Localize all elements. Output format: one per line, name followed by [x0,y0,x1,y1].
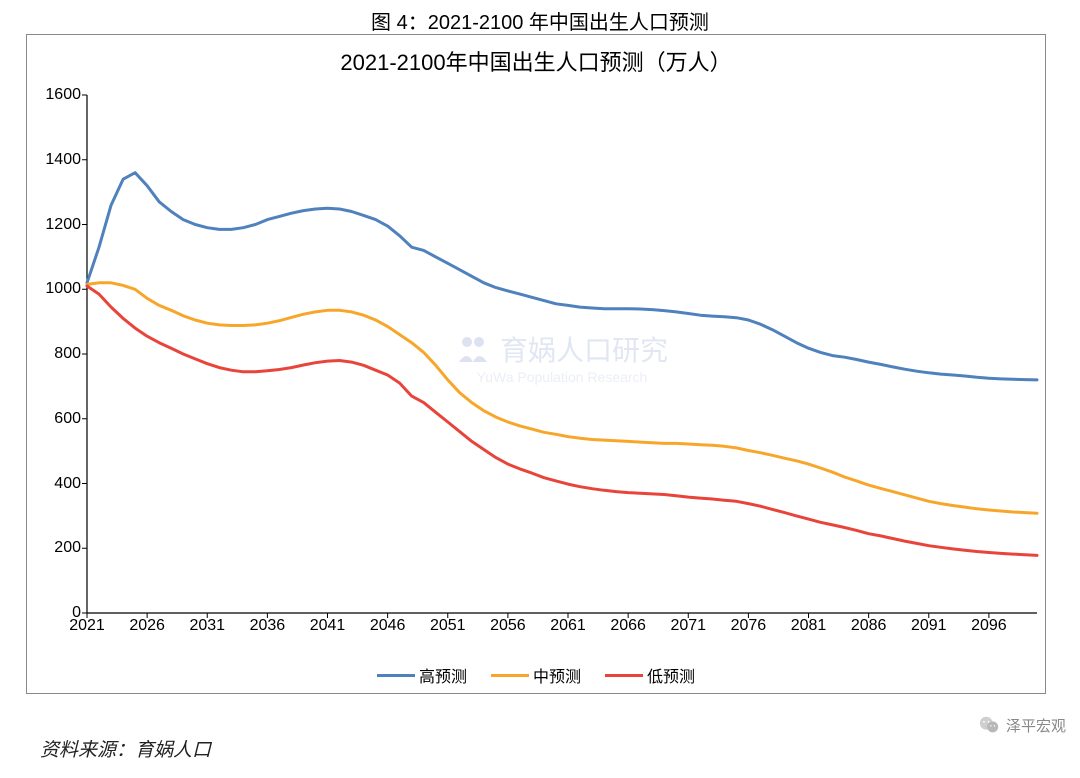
chart-title: 2021-2100年中国出生人口预测（万人） [27,35,1045,77]
legend-label: 中预测 [533,663,581,687]
x-tick-label: 2061 [550,613,586,635]
legend-item-mid: 中预测 [491,663,581,687]
x-tick-label: 2066 [610,613,646,635]
x-tick-label: 2086 [851,613,887,635]
x-tick-label: 2046 [370,613,406,635]
y-tick-label: 600 [54,410,87,428]
source-prefix: 资料来源： [40,740,135,761]
x-tick-label: 2071 [670,613,706,635]
x-tick-label: 2036 [250,613,286,635]
x-tick-label: 2041 [310,613,346,635]
y-tick-label: 1600 [45,86,87,104]
y-tick-label: 1200 [45,216,87,234]
source-text: 育娲人口 [135,740,211,761]
x-tick-label: 2051 [430,613,466,635]
y-tick-label: 1400 [45,151,87,169]
x-tick-label: 2021 [69,613,105,635]
figure-caption: 图 4：2021-2100 年中国出生人口预测 [0,0,1080,35]
source-note: 资料来源：育娲人口 [40,735,211,762]
legend-swatch [491,674,529,677]
chart-svg [87,85,1037,635]
wechat-icon [978,714,1000,736]
x-tick-label: 2031 [189,613,225,635]
y-tick-label: 200 [54,539,87,557]
x-tick-label: 2026 [129,613,165,635]
attribution-name: 泽平宏观 [1006,715,1066,736]
x-tick-label: 2091 [911,613,947,635]
x-tick-label: 2081 [791,613,827,635]
plot-area: 02004006008001000120014001600 2021202620… [87,85,1037,635]
x-tick-label: 2096 [971,613,1007,635]
y-tick-label: 400 [54,475,87,493]
y-tick-label: 800 [54,345,87,363]
legend-swatch [377,674,415,677]
series-high [87,173,1037,380]
chart-container: 2021-2100年中国出生人口预测（万人） 02004006008001000… [26,34,1046,694]
legend-label: 高预测 [419,663,467,687]
y-tick-label: 1000 [45,280,87,298]
legend-item-high: 高预测 [377,663,467,687]
attribution: 泽平宏观 [978,714,1066,736]
x-tick-label: 2076 [731,613,767,635]
legend: 高预测 中预测 低预测 [27,663,1045,687]
series-mid [87,283,1037,514]
legend-label: 低预测 [647,663,695,687]
x-tick-label: 2056 [490,613,526,635]
legend-swatch [605,674,643,677]
legend-item-low: 低预测 [605,663,695,687]
